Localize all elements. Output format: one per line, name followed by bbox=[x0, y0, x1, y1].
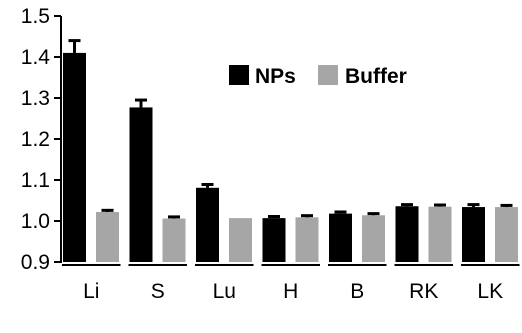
category-label-rk: RK bbox=[409, 280, 438, 303]
category-label-s: S bbox=[151, 280, 165, 303]
bar-nps-h bbox=[262, 218, 286, 262]
bars-layer bbox=[63, 39, 518, 263]
legend-swatch-buffer bbox=[318, 65, 338, 85]
bar-buffer-s bbox=[162, 218, 186, 262]
bar-nps-s bbox=[129, 107, 153, 263]
category-label-lk: LK bbox=[477, 280, 503, 303]
y-ticks: 0.9 1.0 1.1 1.2 1.3 1.4 1.5 bbox=[21, 5, 61, 274]
category-label-lu: Lu bbox=[213, 280, 236, 303]
y-tick-label: 1.5 bbox=[21, 5, 50, 28]
bar-nps-lu bbox=[196, 187, 219, 262]
category-label-b: B bbox=[350, 280, 364, 303]
y-tick-label: 1.1 bbox=[21, 169, 50, 192]
bar-buffer-li bbox=[96, 211, 119, 262]
bar-nps-li bbox=[63, 52, 86, 263]
y-tick-label: 1.4 bbox=[21, 46, 51, 69]
category-label-li: Li bbox=[83, 280, 99, 303]
y-tick-label: 1.2 bbox=[21, 128, 50, 151]
legend: NPs Buffer bbox=[229, 65, 407, 88]
y-tick-label: 0.9 bbox=[21, 251, 50, 274]
bar-buffer-lk bbox=[495, 207, 518, 262]
category-label-h: H bbox=[283, 280, 298, 303]
legend-label-buffer: Buffer bbox=[345, 65, 407, 88]
bar-buffer-h bbox=[295, 217, 319, 262]
bar-nps-rk bbox=[395, 206, 419, 262]
y-tick-label: 1.3 bbox=[21, 87, 50, 110]
legend-swatch-nps bbox=[229, 65, 249, 85]
bar-buffer-rk bbox=[428, 206, 452, 262]
bar-nps-b bbox=[329, 213, 352, 262]
x-categories: Li S Lu H B RK LK bbox=[62, 264, 520, 303]
bar-buffer-lu bbox=[229, 218, 252, 262]
bar-nps-lk bbox=[462, 207, 485, 262]
legend-label-nps: NPs bbox=[255, 65, 296, 88]
y-tick-label: 1.0 bbox=[21, 210, 50, 233]
bar-buffer-b bbox=[362, 215, 385, 262]
